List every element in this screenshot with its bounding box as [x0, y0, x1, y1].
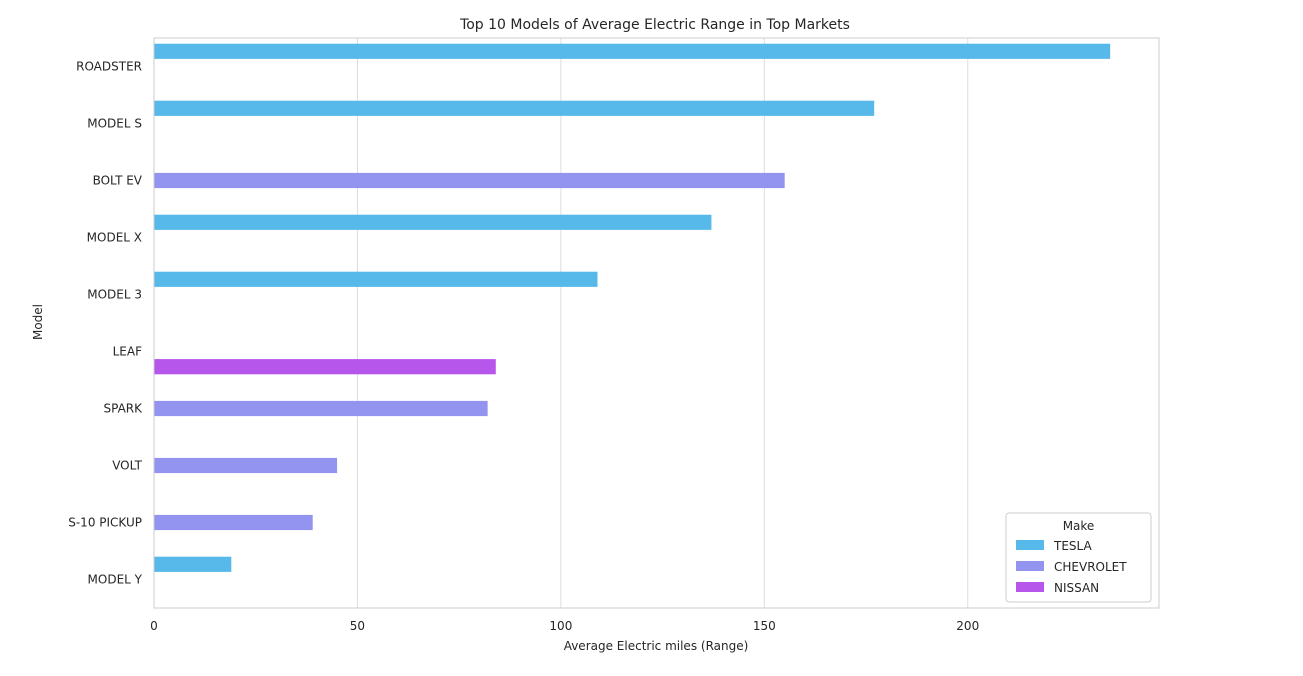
x-axis-label: Average Electric miles (Range) — [564, 639, 749, 653]
y-tick-label: MODEL 3 — [87, 288, 142, 302]
legend-swatch — [1016, 540, 1044, 550]
y-tick-labels: ROADSTER MODEL S BOLT EV MODEL X MODEL 3 LEAF… — [68, 60, 143, 587]
bar — [154, 214, 712, 230]
legend-entry: TESLA — [1053, 539, 1092, 553]
bars — [154, 43, 1111, 572]
y-tick-label: MODEL S — [87, 117, 142, 131]
x-tick-label: 0 — [150, 619, 158, 633]
y-tick-label: MODEL X — [87, 231, 142, 245]
bar — [154, 172, 785, 189]
legend-entry: NISSAN — [1054, 581, 1099, 595]
bar — [154, 400, 488, 417]
y-tick-label: BOLT EV — [93, 174, 143, 188]
bar — [154, 100, 875, 116]
legend-items: TESLA CHEVROLET NISSAN — [1016, 539, 1127, 595]
legend-entry: CHEVROLET — [1054, 560, 1127, 574]
bar — [154, 514, 313, 531]
x-tick-labels: 0 50 100 150 200 — [150, 619, 979, 633]
x-tick-label: 50 — [350, 619, 365, 633]
bar — [154, 43, 1111, 59]
y-tick-label: MODEL Y — [88, 573, 143, 587]
legend-title: Make — [1063, 519, 1095, 533]
y-tick-label: SPARK — [103, 402, 143, 416]
bar — [154, 556, 232, 572]
plot-frame — [153, 37, 1160, 609]
legend: Make TESLA CHEVROLET NISSAN — [1005, 512, 1152, 603]
legend-swatch — [1016, 582, 1044, 592]
chart-title: Top 10 Models of Average Electric Range … — [459, 17, 850, 33]
legend-swatch — [1016, 561, 1044, 571]
bar — [154, 457, 338, 474]
y-tick-label: LEAF — [113, 345, 142, 359]
y-tick-label: VOLT — [112, 459, 142, 473]
bar — [154, 359, 496, 375]
y-axis-label: Model — [31, 304, 45, 340]
x-tick-label: 200 — [956, 619, 979, 633]
y-tick-label: S-10 PICKUP — [68, 516, 142, 530]
legend-box — [1005, 512, 1152, 603]
bar — [154, 271, 598, 287]
x-tick-label: 150 — [753, 619, 776, 633]
x-tick-label: 100 — [549, 619, 572, 633]
y-tick-label: ROADSTER — [76, 60, 142, 74]
